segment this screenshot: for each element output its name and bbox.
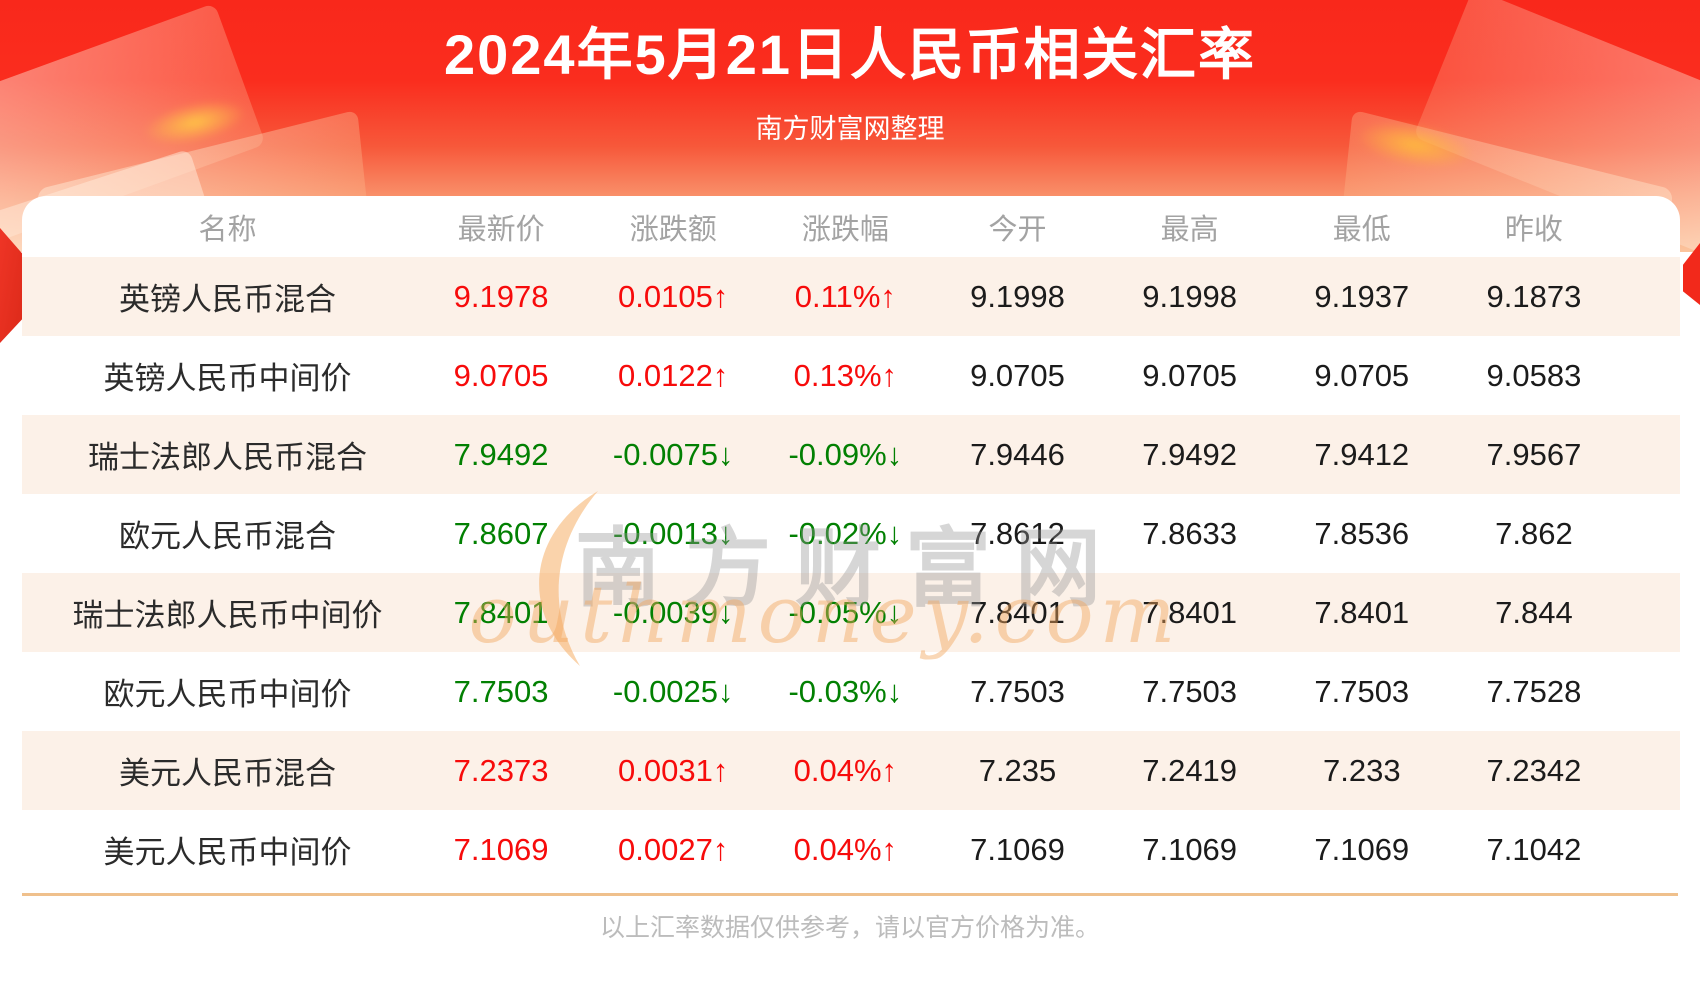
cell-change: -0.0025↓ [612,673,734,709]
cell-change: 0.0105↑ [618,278,729,314]
cell-name: 瑞士法郎人民币混合 [88,440,367,475]
cell-open: 9.1998 [970,278,1065,314]
cell-latest: 7.2373 [453,752,549,788]
cell-low: 9.1937 [1314,278,1410,314]
cell-pct: 0.04%↑ [793,831,898,867]
cell-high: 7.8401 [1142,594,1238,630]
cell-low: 7.7503 [1314,673,1410,709]
cell-name: 美元人民币中间价 [103,835,352,870]
ribbon-decoration-right [1683,243,1700,305]
cell-high: 7.7503 [1142,673,1238,709]
cell-prev: 9.1873 [1486,278,1582,314]
footer-divider [22,893,1678,896]
cell-pct: -0.05%↓ [788,594,903,630]
cell-open: 7.235 [978,752,1057,788]
column-header-1: 最新价 [457,213,545,246]
cell-latest: 7.8607 [453,515,549,551]
cell-low: 7.1069 [1314,831,1410,867]
cell-high: 7.2419 [1142,752,1238,788]
cell-low: 7.233 [1322,752,1401,788]
cell-change: -0.0075↓ [612,436,734,472]
cell-pct: -0.03%↓ [788,673,903,709]
cell-high: 7.9492 [1142,436,1238,472]
cell-high: 9.0705 [1142,357,1238,393]
cell-change: -0.0013↓ [612,515,734,551]
table-row: 欧元人民币混合 7.8607 -0.0013↓ -0.02%↓ 7.8612 7.8633… [22,494,1680,573]
cell-latest: 9.1978 [453,278,549,314]
cell-high: 7.1069 [1142,831,1238,867]
cell-change: 0.0027↑ [618,831,729,867]
column-header-7: 昨收 [1504,213,1563,246]
table-row: 欧元人民币中间价 7.7503 -0.0025↓ -0.03%↓ 7.7503 7.750… [22,652,1680,731]
column-header-5: 最高 [1160,213,1219,246]
footer-note: 以上汇率数据仅供参考，请以官方价格为准。 [599,914,1100,942]
table-row: 英镑人民币混合 9.1978 0.0105↑ 0.11%↑ 9.1998 9.1998 9.… [22,257,1680,336]
rates-table-card: 名称 最新价 涨跌额 涨跌幅 今开 最高 最低 昨收 英镑人民币混合 9.1978 0.0105↑… [22,196,1680,889]
cell-prev: 7.9567 [1486,436,1582,472]
cell-change: 0.0031↑ [618,752,729,788]
column-header-0: 名称 [198,213,257,246]
cell-name: 欧元人民币混合 [119,519,336,554]
cell-low: 7.8401 [1314,594,1410,630]
cell-name: 欧元人民币中间价 [103,677,352,712]
column-header-6: 最低 [1332,213,1391,246]
cell-low: 7.8536 [1314,515,1410,551]
cell-open: 7.8401 [970,594,1065,630]
page-subtitle: 南方财富网整理 [755,114,945,144]
cell-high: 7.8633 [1142,515,1238,551]
column-header-3: 涨跌幅 [801,213,889,246]
cell-open: 7.8612 [970,515,1065,551]
table-row: 瑞士法郎人民币中间价 7.8401 -0.0039↓ -0.05%↓ 7.8401 7.8… [22,573,1680,652]
cell-open: 7.1069 [970,831,1065,867]
cell-high: 9.1998 [1142,278,1238,314]
cell-prev: 7.844 [1495,594,1573,630]
column-header-4: 今开 [988,213,1047,246]
cell-latest: 7.8401 [453,594,549,630]
cell-pct: 0.11%↑ [794,278,896,314]
cell-change: 0.0122↑ [618,357,729,393]
cell-latest: 7.9492 [453,436,549,472]
cell-pct: 0.04%↑ [793,752,898,788]
cell-latest: 9.0705 [453,357,549,393]
cell-prev: 7.7528 [1486,673,1582,709]
table-row: 瑞士法郎人民币混合 7.9492 -0.0075↓ -0.09%↓ 7.9446 7.94… [22,415,1680,494]
cell-pct: -0.09%↓ [788,436,903,472]
cell-name: 英镑人民币混合 [119,282,336,317]
cell-change: -0.0039↓ [612,594,734,630]
table-row: 美元人民币混合 7.2373 0.0031↑ 0.04%↑ 7.235 7.2419 7.2… [22,731,1680,810]
cell-prev: 7.1042 [1486,831,1582,867]
page-title: 2024年5月21日人民币相关汇率 [443,23,1256,86]
cell-open: 9.0705 [970,357,1065,393]
table-row: 美元人民币中间价 7.1069 0.0027↑ 0.04%↑ 7.1069 7.1069 7… [22,810,1680,889]
cell-pct: 0.13%↑ [793,357,898,393]
cell-name: 美元人民币混合 [119,756,336,791]
table-header-row: 名称 最新价 涨跌额 涨跌幅 今开 最高 最低 昨收 [22,196,1680,257]
cell-prev: 9.0583 [1486,357,1582,393]
cell-prev: 7.2342 [1486,752,1582,788]
cell-prev: 7.862 [1495,515,1573,551]
cell-latest: 7.7503 [453,673,549,709]
cell-low: 9.0705 [1314,357,1410,393]
cell-open: 7.7503 [970,673,1065,709]
cell-latest: 7.1069 [453,831,549,867]
cell-pct: -0.02%↓ [788,515,903,551]
cell-name: 英镑人民币中间价 [103,361,352,396]
cell-low: 7.9412 [1314,436,1410,472]
table-body: 英镑人民币混合 9.1978 0.0105↑ 0.11%↑ 9.1998 9.1998 9.… [22,257,1680,889]
column-header-2: 涨跌额 [629,213,717,246]
cell-name: 瑞士法郎人民币中间价 [72,598,383,633]
table-row: 英镑人民币中间价 9.0705 0.0122↑ 0.13%↑ 9.0705 9.0705 9… [22,336,1680,415]
cell-open: 7.9446 [970,436,1065,472]
